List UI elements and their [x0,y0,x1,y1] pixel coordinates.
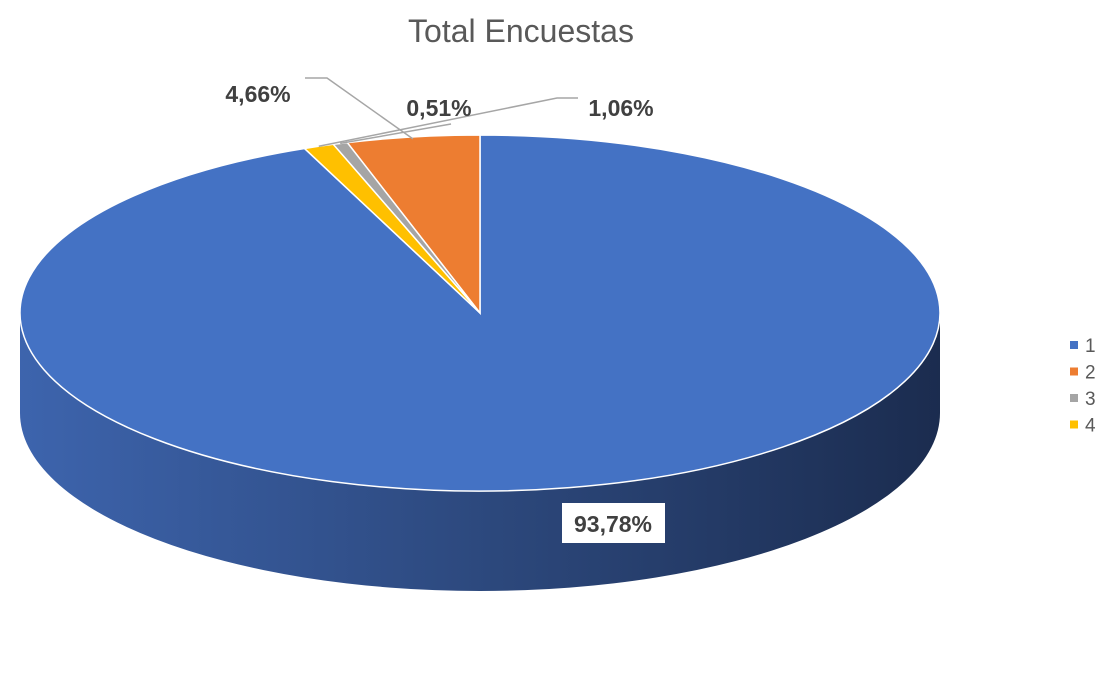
data-label-3: 0,51% [406,95,471,121]
data-label-2: 4,66% [225,81,290,107]
pie-side-slice-1 [20,313,940,591]
chart-title: Total Encuestas [408,13,634,49]
legend-swatch-3 [1070,394,1078,402]
pie-slices [19,134,941,492]
legend-swatch-4 [1070,420,1078,429]
data-labels: 93,78% 4,66% 0,51% 1,06% [225,81,665,543]
pie-side-layer [20,313,940,591]
legend-label-4: 4 [1085,416,1096,437]
legend: 1 2 3 4 [1070,336,1096,437]
legend-swatch-2 [1070,367,1078,376]
legend-swatch-1 [1070,341,1078,349]
legend-label-3: 3 [1085,389,1096,410]
data-label-box-1 [562,503,665,543]
legend-label-2: 2 [1085,363,1096,384]
legend-label-1: 1 [1085,336,1096,357]
leader-line-4 [318,97,578,148]
leader-lines [305,77,578,148]
leader-line-3 [340,123,452,145]
leader-line-2 [305,77,414,140]
data-label-4: 1,06% [588,95,653,121]
data-label-1: 93,78% [574,511,652,537]
